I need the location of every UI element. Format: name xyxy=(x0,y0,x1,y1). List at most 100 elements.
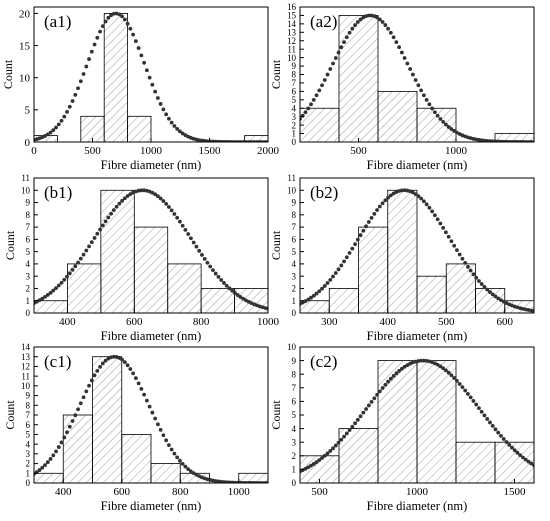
fit-dot xyxy=(183,227,188,232)
fit-dot xyxy=(388,193,393,198)
fit-dot xyxy=(169,447,174,452)
fit-dot xyxy=(413,192,418,197)
fit-dot xyxy=(81,252,86,257)
y-tick-label: 11 xyxy=(21,173,30,183)
fit-dot xyxy=(128,367,133,371)
fit-dot xyxy=(48,130,53,135)
histogram-bar xyxy=(387,189,418,314)
fit-dot xyxy=(523,457,528,462)
fit-dot xyxy=(375,392,379,397)
x-tick-label: 800 xyxy=(193,316,210,328)
y-tick-label: 3 xyxy=(26,271,31,281)
x-tick-label: 400 xyxy=(55,486,72,498)
fit-dot xyxy=(333,271,338,275)
histogram-bar xyxy=(133,226,169,314)
fit-dot xyxy=(372,396,377,401)
fit-dot xyxy=(369,399,374,404)
fit-dot xyxy=(521,455,525,460)
fit-dot xyxy=(178,458,182,463)
x-axis-label: Fibre diameter (nm) xyxy=(367,499,468,513)
fit-dot xyxy=(122,17,127,22)
y-tick-label: 0 xyxy=(25,137,31,149)
fit-dot xyxy=(43,134,47,138)
fit-dot xyxy=(65,430,69,435)
fit-dot xyxy=(512,448,517,453)
fit-dot xyxy=(322,284,327,288)
fit-dot xyxy=(320,456,324,460)
fit-dot xyxy=(43,463,47,468)
y-tick-label: 9 xyxy=(26,391,31,401)
fit-dot xyxy=(117,201,122,206)
fit-dot xyxy=(421,358,426,363)
fit-dot xyxy=(364,224,368,229)
fit-dot xyxy=(139,387,144,391)
fit-dot xyxy=(477,279,481,283)
histogram-bar xyxy=(33,300,68,314)
y-tick-label: 1 xyxy=(26,468,31,478)
y-tick-label: 12 xyxy=(287,36,296,46)
fit-dot xyxy=(317,88,322,93)
fit-dot xyxy=(322,453,327,458)
fit-dot xyxy=(109,211,113,216)
fit-dot xyxy=(95,231,100,236)
fit-dot xyxy=(479,409,484,414)
fit-dot xyxy=(344,431,349,436)
fit-dot xyxy=(441,120,446,124)
y-tick-label: 0 xyxy=(292,137,297,147)
fit-dot xyxy=(133,39,138,44)
fit-dot xyxy=(350,424,355,429)
fit-dot xyxy=(78,401,83,406)
y-tick-label: 6 xyxy=(292,87,297,97)
chart-panel: 300 400 500 600 0 1 2 3 4 5 6 7 8 9 10 11 Fibre diameter… xyxy=(269,173,535,343)
fit-dot xyxy=(333,443,338,448)
fit-dot xyxy=(125,194,130,198)
fit-dot xyxy=(369,215,374,220)
fit-dot xyxy=(153,89,158,94)
fit-dot xyxy=(504,440,509,444)
fit-dot xyxy=(526,459,531,464)
fit-dot xyxy=(150,82,155,87)
fit-dot xyxy=(186,232,191,236)
y-tick-label: 6 xyxy=(292,397,297,407)
fit-dot xyxy=(92,236,97,240)
fit-dot xyxy=(133,376,138,381)
histogram-bar xyxy=(92,356,123,484)
y-tick-label: 4 xyxy=(26,259,31,269)
fit-dot xyxy=(70,267,75,272)
fit-dot xyxy=(197,248,202,253)
fit-dot xyxy=(59,280,64,285)
fit-dot xyxy=(383,23,388,27)
fit-dot xyxy=(144,398,149,403)
y-tick-label: 15 xyxy=(287,11,297,21)
y-tick-label: 16 xyxy=(287,2,297,12)
fit-dot xyxy=(380,20,385,24)
fit-dot xyxy=(372,211,377,216)
x-axis-label: Fibre diameter (nm) xyxy=(101,158,202,172)
fit-dot xyxy=(416,83,421,88)
fit-dot xyxy=(87,57,91,61)
fit-dot xyxy=(347,30,352,35)
fit-dot xyxy=(92,42,97,47)
fit-dot xyxy=(222,281,226,285)
fit-dot xyxy=(103,219,108,224)
fit-dot xyxy=(98,227,102,232)
fit-dot xyxy=(89,378,94,383)
fit-dot xyxy=(399,50,404,55)
fit-dot xyxy=(449,127,454,131)
fit-dot xyxy=(224,283,229,288)
fit-dot xyxy=(438,364,443,369)
chart-panel: 500 1000 1500 0 1 2 3 4 5 6 7 8 9 10 Fibre diameter (n… xyxy=(269,342,535,513)
fit-dot xyxy=(344,255,349,260)
fit-dot xyxy=(452,243,457,248)
fit-dot xyxy=(413,78,418,82)
fit-dot xyxy=(78,256,83,261)
fit-dot xyxy=(499,298,503,302)
y-tick-label: 4 xyxy=(292,424,297,434)
fit-dot xyxy=(111,208,116,213)
x-tick-label: 300 xyxy=(321,316,338,328)
fit-dot xyxy=(100,24,105,29)
fit-dot xyxy=(383,198,388,203)
x-tick-label: 600 xyxy=(497,316,514,328)
